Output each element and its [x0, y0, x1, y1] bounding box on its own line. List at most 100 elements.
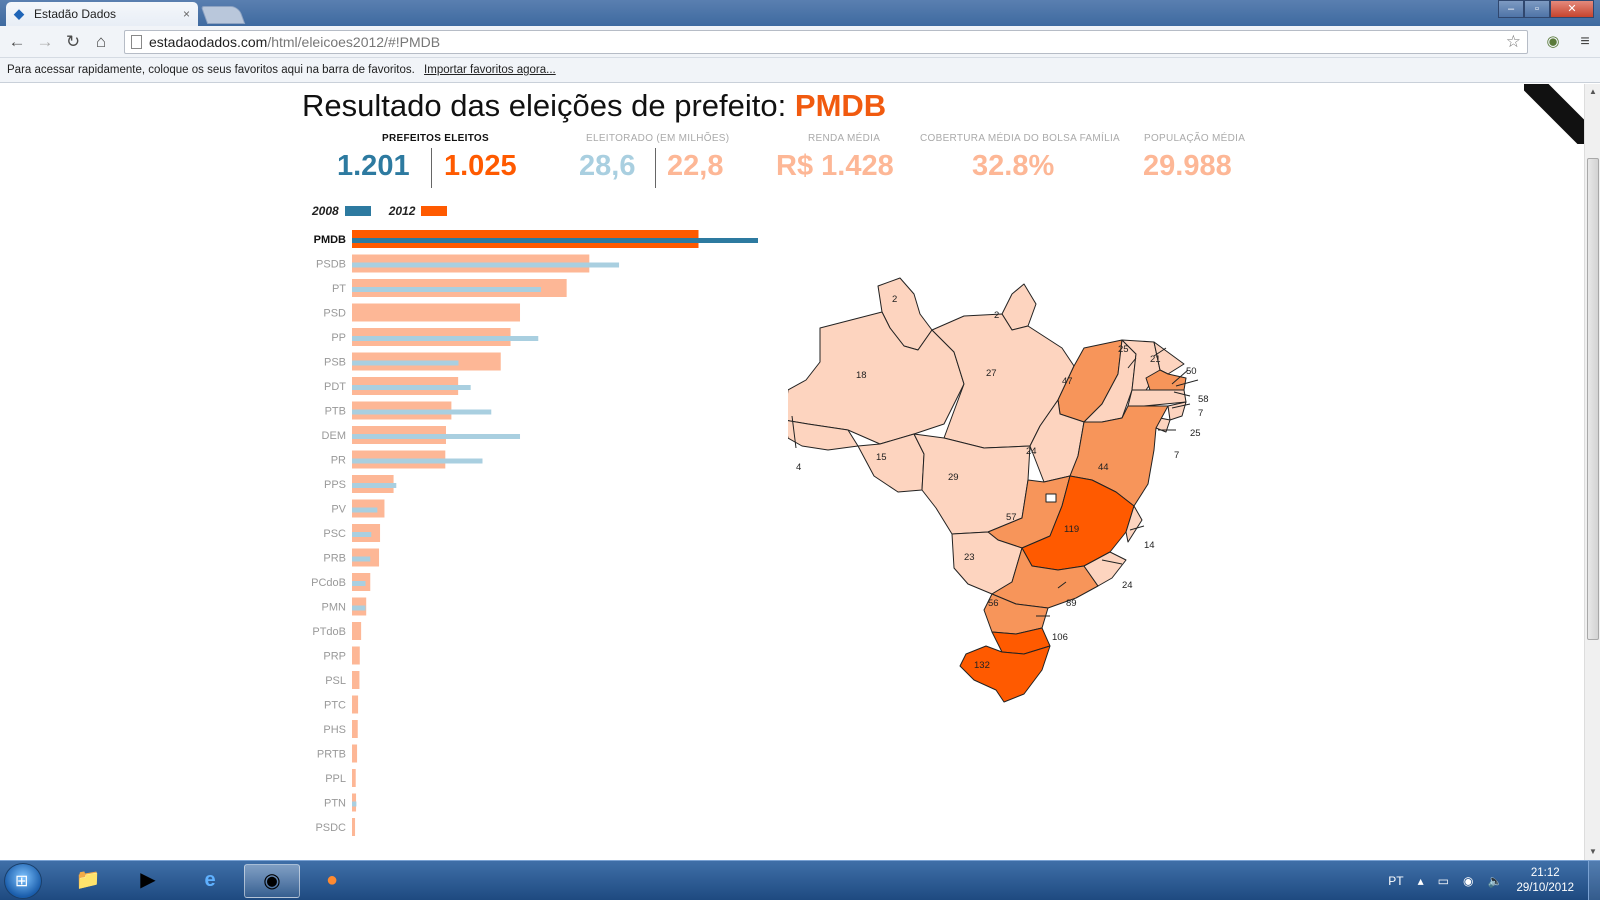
- bar-category-label[interactable]: PR: [331, 455, 346, 467]
- explorer-taskbar-icon[interactable]: 📁: [75, 869, 101, 891]
- bar-2012[interactable]: [352, 720, 358, 738]
- bar-2008[interactable]: [352, 483, 397, 488]
- estadao-favicon-icon: ◆: [14, 6, 24, 21]
- chrome-taskbar-icon[interactable]: ◉: [244, 864, 300, 898]
- map-label-rs: 132: [974, 660, 990, 671]
- bar-category-label[interactable]: PMDB: [314, 234, 346, 246]
- bar-2008[interactable]: [352, 434, 521, 439]
- firefox-taskbar-icon[interactable]: ●: [325, 869, 339, 891]
- page-scrollbar[interactable]: ▲ ▼: [1584, 84, 1600, 860]
- language-indicator[interactable]: PT: [1388, 874, 1404, 888]
- bar-category-label[interactable]: PCdoB: [311, 577, 346, 589]
- clock[interactable]: 21:12 29/10/2012: [1516, 866, 1574, 896]
- bar-2012[interactable]: [352, 818, 356, 836]
- bar-category-label[interactable]: PSDB: [316, 259, 346, 271]
- map-leader-line: [1171, 403, 1191, 409]
- bar-2008[interactable]: [352, 556, 371, 562]
- bar-2012[interactable]: [352, 695, 359, 714]
- bar-2012[interactable]: [352, 671, 360, 689]
- bar-2008[interactable]: [352, 532, 372, 537]
- map-label-ac: 4: [796, 462, 801, 473]
- bar-category-label[interactable]: PSD: [323, 308, 346, 320]
- bar-category-label[interactable]: PSB: [324, 357, 346, 369]
- scroll-down-arrow-icon[interactable]: ▼: [1589, 847, 1597, 856]
- bar-2008[interactable]: [352, 262, 620, 268]
- start-button[interactable]: ⊞: [4, 863, 42, 899]
- map-label-am: 18: [856, 370, 867, 381]
- legend-2012-label: 2012: [388, 204, 416, 218]
- bar-2012[interactable]: [352, 769, 356, 787]
- map-label-pa: 27: [986, 368, 997, 379]
- back-arrow-icon[interactable]: ←: [8, 32, 26, 51]
- map-leader-line: [1173, 391, 1191, 397]
- bar-category-label[interactable]: DEM: [322, 430, 346, 442]
- bar-2008[interactable]: [352, 238, 758, 243]
- bar-category-label[interactable]: PRTB: [317, 749, 346, 761]
- bar-2008[interactable]: [352, 336, 539, 341]
- browser-tab[interactable]: ◆ Estadão Dados ×: [6, 2, 198, 26]
- forward-arrow-icon[interactable]: →: [36, 32, 54, 51]
- scroll-up-arrow-icon[interactable]: ▲: [1589, 87, 1597, 96]
- show-desktop-button[interactable]: [1588, 861, 1600, 900]
- menu-icon[interactable]: ≡: [1580, 33, 1590, 50]
- bolsa-label: COBERTURA MÉDIA DO BOLSA FAMÍLIA: [920, 133, 1121, 144]
- extension-icon[interactable]: ◉: [1546, 33, 1560, 50]
- bar-category-label[interactable]: PT: [332, 283, 346, 295]
- eleitorado-divider: [655, 148, 656, 188]
- bar-category-label[interactable]: PDT: [324, 381, 346, 393]
- bar-2008[interactable]: [352, 507, 378, 513]
- scrollbar-thumb[interactable]: [1587, 158, 1599, 640]
- bar-category-label[interactable]: PMN: [322, 602, 347, 614]
- minimize-button[interactable]: –: [1498, 0, 1524, 18]
- bookmark-star-icon[interactable]: ☆: [1505, 32, 1521, 51]
- address-bar[interactable]: estadaodados.com/html/eleicoes2012/#!PMD…: [124, 30, 1528, 54]
- bar-2008[interactable]: [352, 385, 471, 390]
- network-icon[interactable]: ▭: [1437, 874, 1449, 888]
- maximize-button[interactable]: ▫: [1524, 0, 1550, 18]
- bar-2008[interactable]: [352, 581, 366, 586]
- bar-category-label[interactable]: PV: [331, 504, 346, 516]
- bar-2008[interactable]: [352, 605, 366, 611]
- bar-category-label[interactable]: PSC: [323, 528, 346, 540]
- bar-category-label[interactable]: PSDC: [315, 822, 346, 834]
- avast-icon[interactable]: ◉: [1463, 874, 1474, 888]
- import-bookmarks-link[interactable]: Importar favoritos agora...: [424, 64, 556, 76]
- map-label-ro: 15: [876, 452, 887, 463]
- bar-2012[interactable]: [352, 744, 358, 763]
- bar-2012[interactable]: [352, 622, 362, 640]
- bar-2008[interactable]: [352, 458, 483, 464]
- bar-category-label[interactable]: PP: [331, 332, 346, 344]
- bar-2008[interactable]: [352, 409, 492, 415]
- bar-category-label[interactable]: PRP: [323, 651, 346, 663]
- media-player-taskbar-icon[interactable]: ▶: [140, 869, 156, 891]
- volume-icon[interactable]: 🔈: [1487, 874, 1503, 888]
- page-icon: [131, 35, 142, 49]
- tray-expand-icon[interactable]: ▴: [1417, 874, 1424, 888]
- page-title-party: PMDB: [794, 88, 887, 123]
- bar-2012[interactable]: [352, 646, 360, 665]
- bar-category-label[interactable]: PTC: [324, 700, 346, 712]
- new-tab-button[interactable]: [200, 6, 246, 24]
- bar-2008[interactable]: [352, 360, 459, 366]
- bar-category-label[interactable]: PRB: [323, 553, 346, 565]
- reload-icon[interactable]: ↻: [65, 32, 81, 51]
- close-window-button[interactable]: ✕: [1550, 0, 1594, 18]
- bar-2008[interactable]: [352, 287, 541, 292]
- corner-ribbon[interactable]: [1524, 84, 1584, 144]
- tab-close-icon[interactable]: ×: [182, 7, 190, 21]
- bar-category-label[interactable]: PSL: [325, 675, 346, 687]
- home-icon[interactable]: ⌂: [95, 32, 107, 51]
- bar-category-label[interactable]: PTdoB: [312, 626, 346, 638]
- ie-taskbar-icon[interactable]: e: [204, 869, 216, 891]
- map-label-mt: 29: [948, 472, 959, 483]
- bar-category-label[interactable]: PPS: [324, 479, 346, 491]
- clock-time: 21:12: [1530, 867, 1560, 879]
- bar-category-label[interactable]: PTB: [325, 406, 346, 418]
- bar-category-label[interactable]: PHS: [323, 724, 346, 736]
- map-label-pe: 58: [1198, 394, 1209, 405]
- bar-category-label[interactable]: PPL: [325, 773, 346, 785]
- bar-2012[interactable]: [352, 303, 521, 322]
- page-title: Resultado das eleições de prefeito: PMDB: [302, 88, 886, 124]
- bar-2008[interactable]: [352, 801, 357, 807]
- bar-category-label[interactable]: PTN: [324, 798, 346, 810]
